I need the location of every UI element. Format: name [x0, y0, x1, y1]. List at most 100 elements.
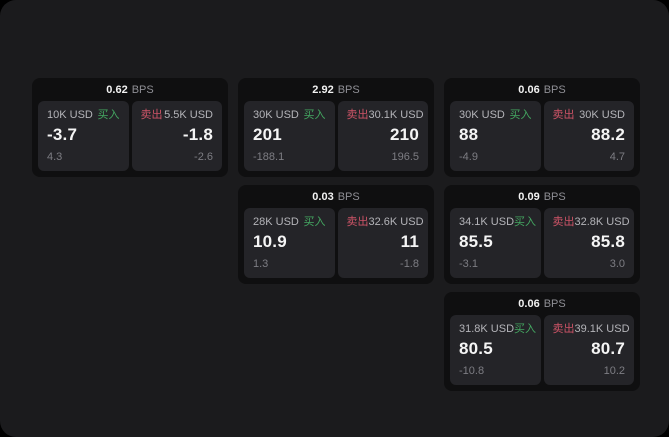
bps-header: 0.09 BPS — [450, 185, 634, 208]
sell-side-label: 卖出 — [552, 216, 575, 228]
bps-header: 2.92 BPS — [244, 78, 428, 101]
sell-price: 210 — [390, 125, 419, 144]
buy-price: -3.7 — [47, 125, 78, 144]
quote-card: 0.09 BPS 34.1K USD 买入 85.5 -3.1 卖出 32.8K… — [444, 185, 640, 284]
buy-quote-panel[interactable]: 34.1K USD 买入 85.5 -3.1 — [450, 208, 541, 278]
sell-quote-panel[interactable]: 卖出 30.1K USD 210 196.5 — [337, 101, 428, 171]
sell-quote-panel[interactable]: 卖出 39.1K USD 80.7 10.2 — [543, 315, 634, 385]
buy-panel-header: 30K USD 买入 — [253, 109, 326, 122]
sell-amount: 30.1K USD — [368, 109, 424, 121]
buy-panel-header: 10K USD 买入 — [47, 109, 120, 122]
buy-amount: 31.8K USD — [459, 323, 515, 335]
quote-card: 2.92 BPS 30K USD 买入 201 -188.1 卖出 30.1K … — [238, 78, 434, 177]
bps-header: 0.03 BPS — [244, 185, 428, 208]
bps-unit-label: BPS — [337, 190, 360, 203]
buy-delta: -4.9 — [459, 151, 478, 163]
buy-panel-header: 30K USD 买入 — [459, 109, 532, 122]
buy-side-label: 买入 — [514, 323, 537, 335]
bps-value: 0.09 — [518, 190, 540, 203]
sell-amount: 32.6K USD — [368, 216, 424, 228]
buy-price: 85.5 — [459, 232, 493, 251]
buy-panel-header: 28K USD 买入 — [253, 216, 326, 229]
buy-delta: -188.1 — [253, 151, 285, 163]
sell-quote-panel[interactable]: 卖出 30K USD 88.2 4.7 — [543, 101, 634, 171]
sell-side-label: 卖出 — [346, 109, 369, 121]
buy-amount: 28K USD — [253, 216, 299, 228]
sell-panel-header: 卖出 32.8K USD — [552, 216, 630, 229]
buy-quote-panel[interactable]: 28K USD 买入 10.9 1.3 — [244, 208, 335, 278]
bps-header: 0.06 BPS — [450, 78, 634, 101]
sell-amount: 32.8K USD — [574, 216, 630, 228]
sell-side-label: 卖出 — [346, 216, 369, 228]
sell-panel-header: 卖出 39.1K USD — [552, 323, 630, 336]
bps-value: 0.06 — [518, 83, 540, 96]
bps-value: 2.92 — [312, 83, 334, 96]
buy-price: 88 — [459, 125, 479, 144]
buy-price: 201 — [253, 125, 282, 144]
quote-panels: 30K USD 买入 201 -188.1 卖出 30.1K USD 210 1… — [244, 101, 428, 171]
buy-quote-panel[interactable]: 10K USD 买入 -3.7 4.3 — [38, 101, 129, 171]
buy-amount: 10K USD — [47, 109, 93, 121]
quote-panels: 10K USD 买入 -3.7 4.3 卖出 5.5K USD -1.8 -2.… — [38, 101, 222, 171]
sell-delta: 4.7 — [609, 151, 625, 163]
buy-quote-panel[interactable]: 30K USD 买入 201 -188.1 — [244, 101, 335, 171]
quote-card: 0.06 BPS 31.8K USD 买入 80.5 -10.8 卖出 39.1… — [444, 292, 640, 391]
bps-unit-label: BPS — [337, 83, 360, 96]
sell-quote-panel[interactable]: 卖出 32.6K USD 11 -1.8 — [337, 208, 428, 278]
sell-delta: 10.2 — [603, 365, 625, 377]
sell-amount: 30K USD — [579, 109, 625, 121]
buy-amount: 30K USD — [459, 109, 505, 121]
bps-value: 0.62 — [106, 83, 128, 96]
sell-quote-panel[interactable]: 卖出 32.8K USD 85.8 3.0 — [543, 208, 634, 278]
quote-card: 0.03 BPS 28K USD 买入 10.9 1.3 卖出 32.6K US… — [238, 185, 434, 284]
buy-price: 10.9 — [253, 232, 287, 251]
bps-unit-label: BPS — [131, 83, 154, 96]
sell-price: 85.8 — [591, 232, 625, 251]
buy-delta: -3.1 — [459, 258, 478, 270]
buy-delta: 4.3 — [47, 151, 63, 163]
bps-header: 0.06 BPS — [450, 292, 634, 315]
buy-panel-header: 31.8K USD 买入 — [459, 323, 536, 336]
sell-side-label: 卖出 — [140, 109, 163, 121]
buy-side-label: 买入 — [509, 109, 532, 121]
sell-price: 88.2 — [591, 125, 625, 144]
sell-quote-panel[interactable]: 卖出 5.5K USD -1.8 -2.6 — [131, 101, 222, 171]
quote-panels: 28K USD 买入 10.9 1.3 卖出 32.6K USD 11 -1.8 — [244, 208, 428, 278]
buy-amount: 34.1K USD — [459, 216, 515, 228]
sell-delta: -2.6 — [194, 151, 213, 163]
bps-value: 0.03 — [312, 190, 334, 203]
sell-side-label: 卖出 — [552, 109, 575, 121]
quote-panels: 31.8K USD 买入 80.5 -10.8 卖出 39.1K USD 80.… — [450, 315, 634, 385]
sell-delta: 3.0 — [609, 258, 625, 270]
buy-side-label: 买入 — [303, 216, 326, 228]
quote-panels: 34.1K USD 买入 85.5 -3.1 卖出 32.8K USD 85.8… — [450, 208, 634, 278]
quote-cards-grid: 0.62 BPS 10K USD 买入 -3.7 4.3 卖出 5.5K USD — [32, 78, 640, 391]
bps-unit-label: BPS — [543, 83, 566, 96]
sell-side-label: 卖出 — [552, 323, 575, 335]
quote-panels: 30K USD 买入 88 -4.9 卖出 30K USD 88.2 4.7 — [450, 101, 634, 171]
buy-quote-panel[interactable]: 31.8K USD 买入 80.5 -10.8 — [450, 315, 541, 385]
buy-amount: 30K USD — [253, 109, 299, 121]
buy-delta: 1.3 — [253, 258, 269, 270]
buy-price: 80.5 — [459, 339, 493, 358]
bps-unit-label: BPS — [543, 297, 566, 310]
sell-delta: 196.5 — [391, 151, 419, 163]
sell-delta: -1.8 — [400, 258, 419, 270]
bps-header: 0.62 BPS — [38, 78, 222, 101]
sell-price: 11 — [400, 232, 419, 251]
bps-unit-label: BPS — [543, 190, 566, 203]
buy-quote-panel[interactable]: 30K USD 买入 88 -4.9 — [450, 101, 541, 171]
quote-card: 0.06 BPS 30K USD 买入 88 -4.9 卖出 30K USD — [444, 78, 640, 177]
quote-card: 0.62 BPS 10K USD 买入 -3.7 4.3 卖出 5.5K USD — [32, 78, 228, 177]
sell-amount: 39.1K USD — [574, 323, 630, 335]
buy-side-label: 买入 — [97, 109, 120, 121]
buy-side-label: 买入 — [303, 109, 326, 121]
buy-panel-header: 34.1K USD 买入 — [459, 216, 536, 229]
sell-price: -1.8 — [182, 125, 213, 144]
sell-panel-header: 卖出 30.1K USD — [346, 109, 424, 122]
sell-price: 80.7 — [591, 339, 625, 358]
bps-value: 0.06 — [518, 297, 540, 310]
buy-delta: -10.8 — [459, 365, 485, 377]
buy-side-label: 买入 — [514, 216, 537, 228]
